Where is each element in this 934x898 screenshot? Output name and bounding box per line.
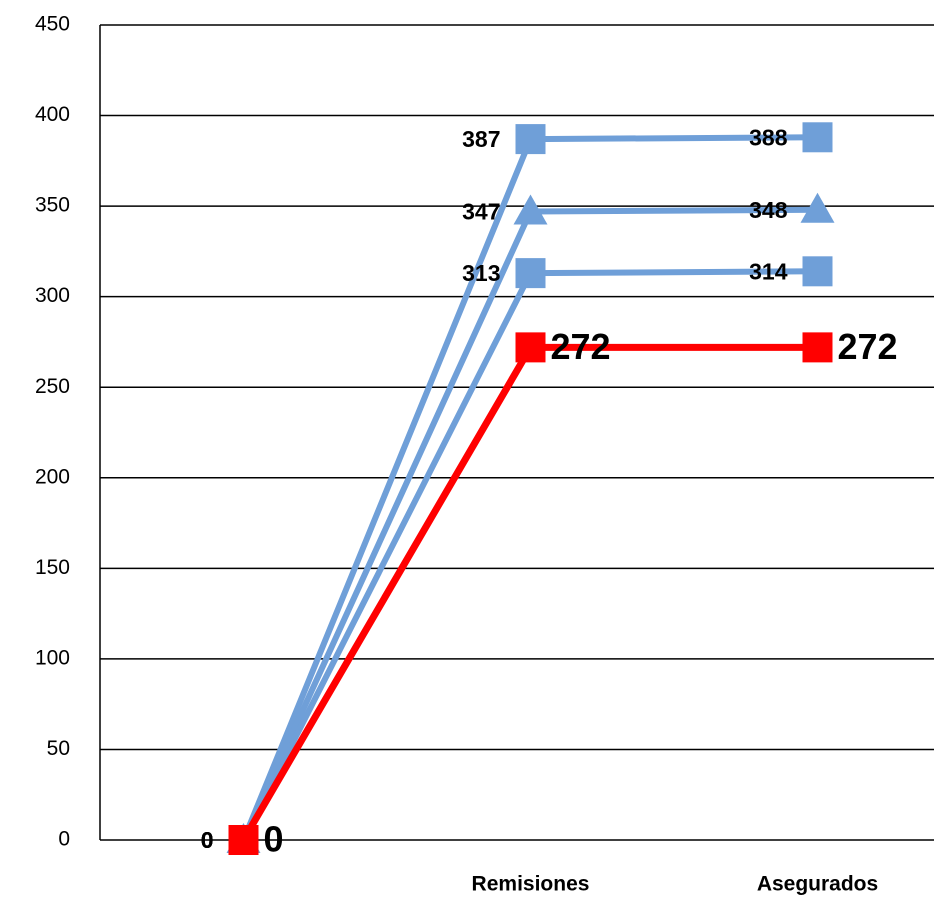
marker [513, 194, 548, 225]
data-label: 313 [462, 260, 500, 286]
y-tick-label: 150 [35, 556, 70, 579]
marker [800, 192, 835, 223]
series-line [240, 134, 818, 842]
y-tick-label: 300 [35, 284, 70, 307]
series-line [240, 206, 818, 842]
x-tick-label: Asegurados [757, 873, 878, 896]
y-tick-label: 0 [58, 828, 70, 851]
y-tick-label: 200 [35, 465, 70, 488]
marker [802, 122, 833, 153]
data-label: 347 [462, 199, 500, 225]
y-tick-label: 100 [35, 646, 70, 669]
data-label: 0 [264, 819, 284, 860]
data-label: 272 [551, 326, 611, 367]
x-tick-label: Remisiones [472, 873, 590, 896]
y-tick-label: 50 [47, 737, 70, 760]
series-line [240, 343, 818, 842]
y-tick-label: 450 [35, 13, 70, 36]
data-label: 348 [749, 197, 788, 223]
marker [515, 124, 546, 155]
data-label: 387 [462, 126, 500, 152]
marker [802, 332, 833, 363]
marker [515, 332, 546, 363]
y-tick-label: 400 [35, 103, 70, 126]
data-label: 388 [749, 124, 788, 150]
marker [802, 256, 833, 287]
data-label: 0 [201, 827, 214, 853]
data-label: 0 [201, 827, 214, 853]
data-label: 272 [838, 326, 898, 367]
data-label: 0 [201, 827, 214, 853]
y-tick-label: 250 [35, 375, 70, 398]
data-label: 314 [749, 258, 788, 284]
marker [228, 825, 259, 855]
y-tick-label: 350 [35, 194, 70, 217]
marker [515, 258, 546, 289]
